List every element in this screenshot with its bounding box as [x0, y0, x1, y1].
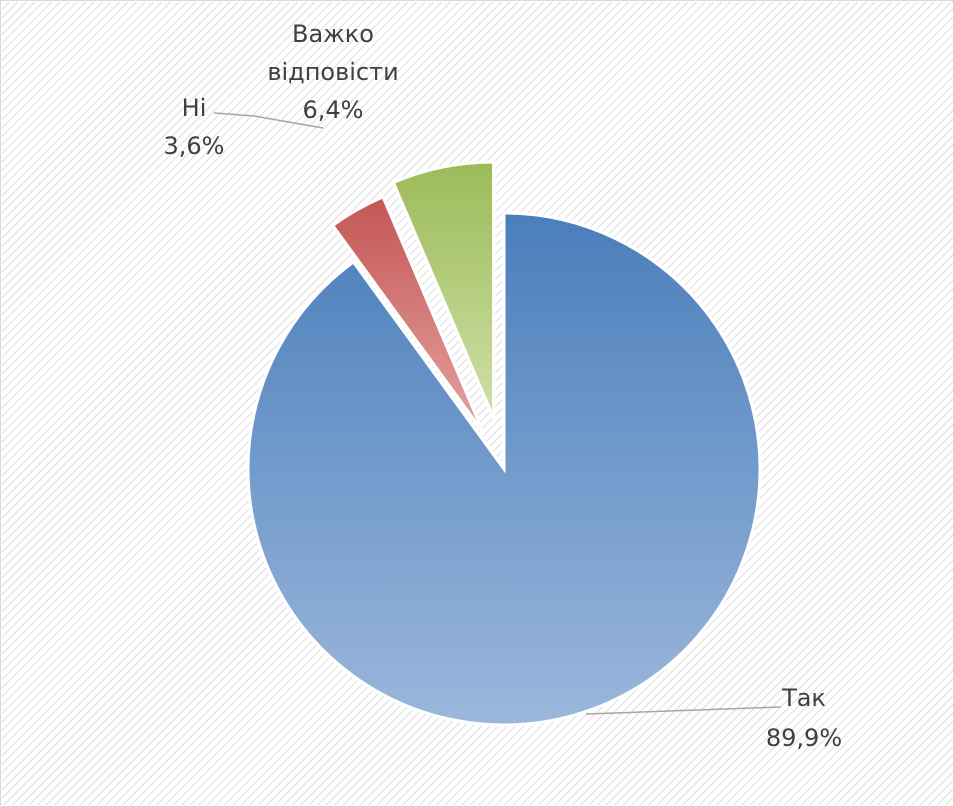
leader-line-1: [585, 706, 782, 715]
pie-slices: [246, 160, 762, 727]
data-label-1: Так 89,9%: [766, 684, 842, 752]
data-labels: Так 89,9% Ні 3,6% Важко відповісти 6,4%: [164, 20, 843, 752]
leader-line-2: [213, 112, 324, 129]
data-label-3: Важко відповісти 6,4%: [267, 20, 398, 124]
data-label-2: Ні 3,6%: [164, 94, 225, 160]
pie-slice-3: [391, 160, 496, 419]
leader-lines: [213, 112, 782, 715]
pie-slice-2: [330, 194, 485, 434]
pie-slice-1: [246, 211, 762, 727]
